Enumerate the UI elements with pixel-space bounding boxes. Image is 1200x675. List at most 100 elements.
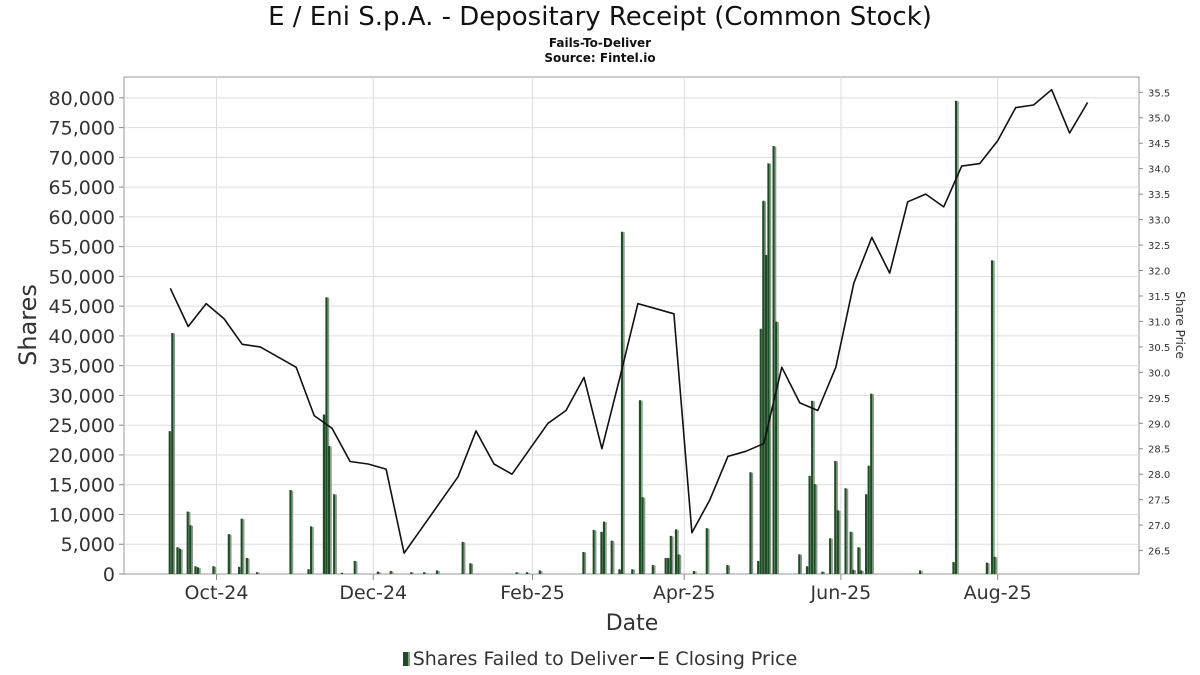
y-tick-label: 25,000	[49, 415, 115, 437]
fails-bar-shade	[872, 394, 874, 574]
y-tick-label: 60,000	[49, 207, 115, 229]
fails-bar	[410, 572, 413, 574]
fails-bar-shade	[214, 566, 217, 574]
fails-bar-shade	[612, 541, 615, 574]
fails-bar	[376, 571, 379, 574]
fails-bar	[423, 572, 426, 574]
fails-bar	[178, 549, 182, 574]
fails-bar	[168, 431, 171, 574]
legend-fails-label: Shares Failed to Deliver	[412, 648, 638, 670]
y-tick-label: 0	[103, 564, 115, 586]
fails-bar	[859, 570, 863, 574]
fails-bar-shade	[769, 163, 772, 574]
fails-bar-shade	[355, 561, 358, 574]
fails-bar-shade	[846, 488, 849, 574]
fails-bar	[309, 526, 313, 574]
y2-tick-label: 31.5	[1148, 292, 1170, 303]
y2-tick-label: 29.5	[1148, 394, 1170, 405]
legend: Shares Failed to Deliver E Closing Price	[0, 648, 1200, 670]
y-tick-label: 20,000	[49, 445, 115, 467]
fails-bar	[870, 393, 873, 574]
fails-bar	[641, 497, 644, 574]
y-tick-label: 65,000	[49, 177, 115, 199]
fails-bar	[515, 572, 518, 574]
fails-bar	[631, 569, 634, 574]
y2-tick-label: 32.0	[1148, 267, 1170, 278]
fails-bar-shade	[191, 525, 194, 574]
fails-bar	[196, 567, 200, 574]
fails-bar-shade	[851, 532, 854, 574]
fails-bar-shade	[838, 510, 841, 574]
fails-bar-shade	[677, 529, 679, 574]
fails-bar	[176, 547, 179, 574]
fails-bar-shade	[247, 558, 250, 574]
fails-bar-shade	[258, 572, 260, 574]
fails-bar	[212, 566, 215, 574]
fails-bar	[954, 100, 958, 574]
fails-bar	[952, 562, 955, 574]
fails-bar	[194, 566, 197, 574]
fails-bar	[764, 254, 768, 575]
y2-tick-label: 33.0	[1148, 216, 1170, 227]
fails-bar-shade	[815, 484, 818, 574]
fails-bar	[677, 554, 680, 574]
y-tick-label: 15,000	[49, 475, 115, 497]
fails-bar-shade	[594, 530, 597, 574]
fails-bar	[865, 494, 868, 574]
fails-bar	[674, 529, 678, 574]
fails-bar-shade	[584, 552, 587, 574]
y-tick-label: 10,000	[49, 504, 115, 526]
fails-bar	[669, 535, 672, 574]
fails-bar	[245, 557, 248, 574]
fails-bar	[610, 540, 613, 574]
y2-tick-label: 26.5	[1148, 547, 1170, 558]
fails-bar	[525, 572, 529, 574]
fails-bar	[918, 570, 922, 574]
fails-bar-shade	[242, 519, 245, 574]
fails-bar-shade	[181, 549, 183, 574]
fails-bar-shade	[229, 534, 232, 574]
fails-bar	[353, 560, 356, 574]
fails-bar-shade	[199, 567, 201, 574]
fails-bar	[620, 231, 624, 574]
chart-source: Source: Fintel.io	[544, 51, 656, 65]
fails-bar	[389, 571, 392, 574]
fails-bar-shade	[330, 446, 332, 574]
fails-bar	[325, 297, 328, 574]
fails-bar-shade	[921, 570, 923, 574]
fails-bar	[857, 547, 860, 574]
y-tick-label: 40,000	[49, 326, 115, 348]
fails-bar	[836, 510, 839, 574]
fails-bar	[834, 460, 837, 574]
y2-tick-label: 28.5	[1148, 445, 1170, 456]
x-axis: Oct-24 Dec-24 Feb-25 Apr-25 Jun-25 Aug-25	[185, 574, 1032, 604]
fails-bar-shade	[173, 333, 176, 574]
fails-bar	[821, 571, 824, 574]
fails-bar	[592, 529, 595, 574]
fails-bar-shade	[643, 497, 646, 574]
fails-bar	[618, 569, 621, 574]
fails-bar	[985, 562, 988, 574]
fails-bar	[435, 570, 439, 574]
y-axis-right: 26.5 27.0 27.5 28.0 28.5 29.0 29.5 30.0 30.5 31.0…	[1139, 88, 1170, 558]
fails-bar	[775, 321, 778, 574]
fails-bar-shade	[633, 569, 635, 574]
fails-bar-shade	[343, 573, 345, 574]
fails-bar	[333, 494, 336, 574]
fails-bar-shade	[695, 571, 697, 574]
fails-bar	[759, 328, 762, 574]
fails-bar-shade	[438, 570, 440, 574]
y-tick-label: 70,000	[49, 147, 115, 169]
fails-bar	[461, 541, 464, 574]
fails-bar	[189, 525, 192, 574]
fails-bar	[469, 563, 472, 574]
fails-bar	[664, 557, 667, 574]
chart-subtitle: Fails-To-Deliver	[548, 36, 652, 50]
fails-bar-shade	[859, 547, 862, 574]
x-tick-label: Jun-25	[810, 582, 872, 604]
fails-bar	[238, 566, 241, 574]
fails-bar	[240, 518, 243, 574]
price-polyline	[169, 88, 1089, 554]
fails-bar-shade	[957, 101, 959, 574]
fails-bar-shade	[707, 528, 710, 574]
